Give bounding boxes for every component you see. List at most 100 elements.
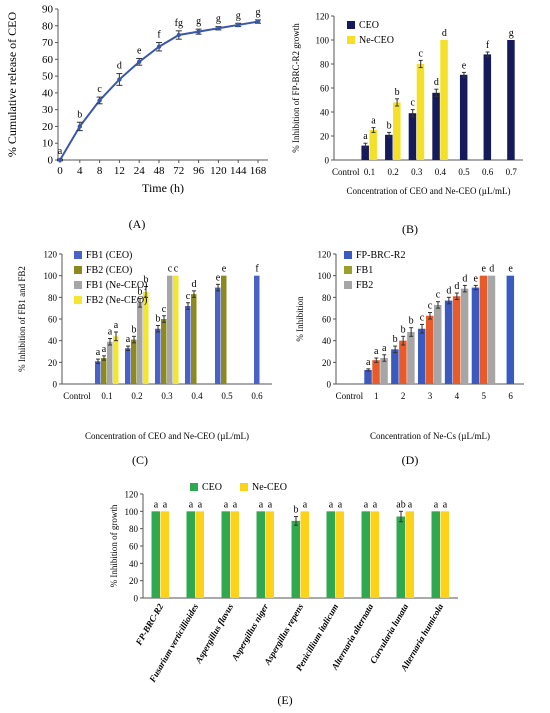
panel-label-d: (D) [402,453,419,467]
data-point [236,22,241,28]
legend-swatch [240,483,248,491]
x-tick-label: 0.6 [251,391,263,401]
significance-letter: d [192,279,197,290]
significance-letter: b [138,286,143,297]
significance-letter: c [436,290,441,301]
significance-letter: g [196,16,201,27]
bar [432,92,440,160]
x-tick-label: 48 [154,165,166,177]
y-tick-label: 40 [322,336,332,346]
significance-letter: ab [396,499,405,510]
x-tick-label: 144 [230,165,247,177]
data-point [117,77,122,82]
significance-letter: a [189,499,194,510]
y-tick-label: 80 [129,524,139,534]
x-tick-label: 2 [401,391,406,401]
x-tick-label: 3 [428,391,433,401]
legend-label: FB2 [356,280,373,291]
y-tick-label: 100 [316,36,330,46]
y-tick-label: 120 [318,250,332,260]
bar [300,511,309,598]
legend-label: CEO [202,482,222,493]
x-tick-label: 24 [134,165,146,177]
data-point [176,32,181,38]
y-tick-label: 100 [125,507,139,517]
x-tick-label: 120 [210,165,227,177]
bar [131,339,137,384]
x-tick-label: Aspergillus flavus [193,602,236,666]
significance-letter: e [222,264,227,275]
bar [444,300,453,384]
bar [143,291,149,384]
bar [291,520,300,598]
significance-letter: a [259,499,264,510]
bar [407,332,415,384]
significance-letter: a [382,343,387,354]
y-tick-label: 70 [42,37,54,49]
x-tick-label: FP-BRC-R2 [133,602,165,648]
significance-letter: b [156,314,161,325]
bar [408,113,417,160]
bar [215,287,221,384]
legend-swatch [344,281,352,289]
bar [125,348,131,384]
significance-letter: g [236,10,241,21]
significance-letter: a [303,499,308,510]
bar [230,511,239,598]
significance-letter: a [268,499,273,510]
bar [113,336,119,384]
bar [396,516,405,598]
significance-letter: b [294,505,299,516]
panel-label-c: (C) [132,453,148,467]
bar [195,511,204,598]
y-tick-label: 20 [48,358,58,368]
x-tick-label: 0.7 [506,167,518,177]
legend-swatch [74,281,82,289]
bar [416,64,425,160]
legend-label: FB1 (Ne-CEO) [86,280,147,291]
x-tick-label: 6 [508,391,513,401]
bar [434,304,442,384]
y-tick-label: 40 [48,336,58,346]
significance-letter: a [224,499,229,510]
significance-letter: f [157,30,161,41]
panel-label-a: (A) [129,217,146,231]
legend-swatch [347,21,355,29]
bar [391,349,399,384]
y-tick-label: 120 [44,250,58,260]
y-tick-label: 40 [320,108,330,118]
y-tick-label: 50 [42,71,54,83]
significance-letter: fg [175,18,183,29]
y-tick-label: 100 [318,271,332,281]
bar [221,275,227,384]
y-axis-label: % Inhibition of growth [109,504,119,587]
significance-letter: a [58,146,63,157]
x-tick-label: 4 [455,391,460,401]
significance-letter: a [102,344,107,355]
bar [506,275,515,384]
y-tick-label: 0 [134,594,139,604]
significance-letter: a [434,499,439,510]
significance-letter: b [401,324,406,335]
significance-letter: b [144,275,149,286]
legend-swatch [74,251,82,259]
y-tick-label: 60 [129,542,139,552]
significance-letter: c [174,264,179,275]
y-tick-label: 30 [42,104,54,116]
y-axis-label: % Cumulative release of CEO [5,12,19,158]
legend-label: Ne-CEO [252,482,287,493]
y-axis-label: % Inhibition of FB1 and FB2 [17,266,27,372]
bar [385,134,393,160]
x-axis-label: Concentration of CEO and Ne-CEO (µL/mL) [347,186,511,196]
significance-letter: e [508,264,513,275]
significance-letter: f [486,40,490,51]
significance-letter: c [97,84,102,95]
significance-letter: d [117,61,122,72]
y-tick-label: 60 [322,315,332,325]
y-tick-label: 60 [48,315,58,325]
significance-letter: a [374,346,379,357]
bar [459,74,468,160]
bar [160,511,169,598]
bar [95,361,101,384]
